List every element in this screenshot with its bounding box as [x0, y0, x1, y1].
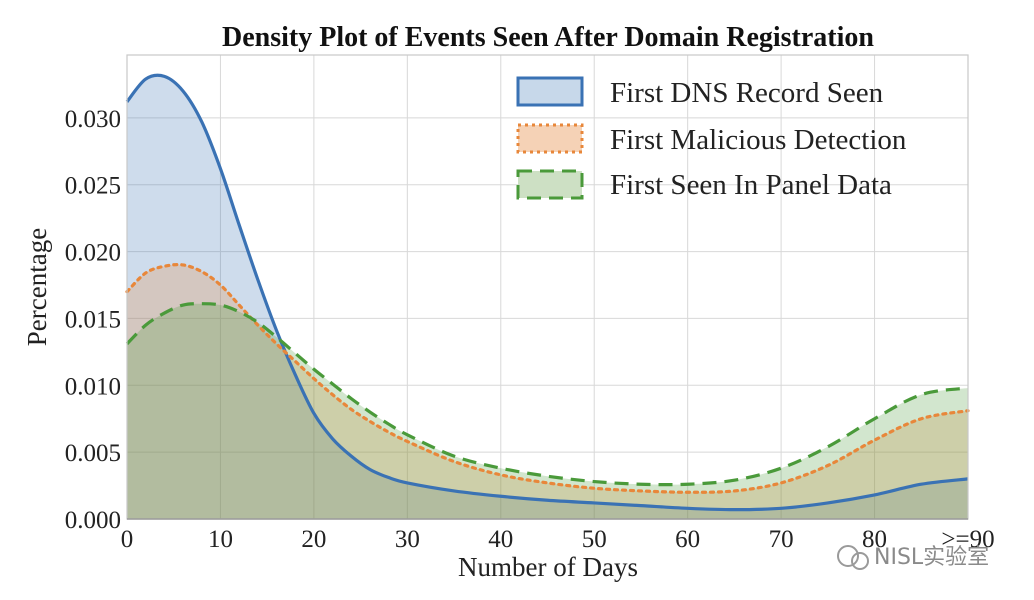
legend-swatch-panel	[516, 169, 584, 200]
y-axis-label: Percentage	[22, 228, 52, 346]
y-tick-label: 0.030	[65, 106, 121, 133]
series-area-0	[127, 75, 968, 520]
y-tick-label: 0.015	[65, 306, 121, 333]
x-tick-label: 80	[862, 526, 887, 553]
x-tick-label: 60	[675, 526, 700, 553]
x-tick-label: >=90	[941, 526, 994, 553]
x-tick-label: 40	[488, 526, 513, 553]
legend-swatch-dns	[516, 76, 584, 107]
wechat-icon-secondary	[851, 552, 869, 570]
watermark-text: NISL实验室	[874, 545, 989, 570]
legend: First DNS Record Seen First Malicious De…	[516, 76, 907, 201]
series-line-2	[125, 302, 969, 487]
x-axis-label: Number of Days	[458, 552, 638, 582]
x-tick-label: 70	[769, 526, 794, 553]
y-tick-label: 0.025	[65, 173, 121, 200]
watermark: NISL实验室	[837, 545, 989, 570]
series-lines	[125, 73, 970, 512]
x-tick-label: 50	[582, 526, 607, 553]
x-tick-label: 0	[121, 526, 134, 553]
legend-label-panel: First Seen In Panel Data	[610, 169, 892, 201]
legend-label-dns: First DNS Record Seen	[610, 77, 884, 109]
x-tick-label: 10	[208, 526, 233, 553]
series-line-1	[125, 262, 970, 494]
plot-frame	[126, 54, 969, 520]
chart-title: Density Plot of Events Seen After Domain…	[222, 22, 874, 53]
series-fills	[127, 75, 968, 520]
tick-labels: 0 10 20 30 40 50 60 70 80 >=90 0.000 0.005 0.010 0.01…	[65, 106, 995, 553]
y-tick-label: 0.020	[65, 240, 121, 267]
x-tick-label: 30	[395, 526, 420, 553]
legend-swatch-malicious	[516, 123, 584, 154]
series-area-1	[127, 264, 968, 519]
wechat-icon	[837, 545, 859, 567]
x-tick-label: 20	[301, 526, 326, 553]
legend-label-malicious: First Malicious Detection	[610, 124, 907, 156]
series-area-2	[127, 303, 968, 519]
series-line-0	[125, 73, 969, 512]
y-tick-label: 0.005	[65, 440, 121, 467]
y-tick-label: 0.000	[65, 507, 121, 534]
y-tick-label: 0.010	[65, 373, 121, 400]
